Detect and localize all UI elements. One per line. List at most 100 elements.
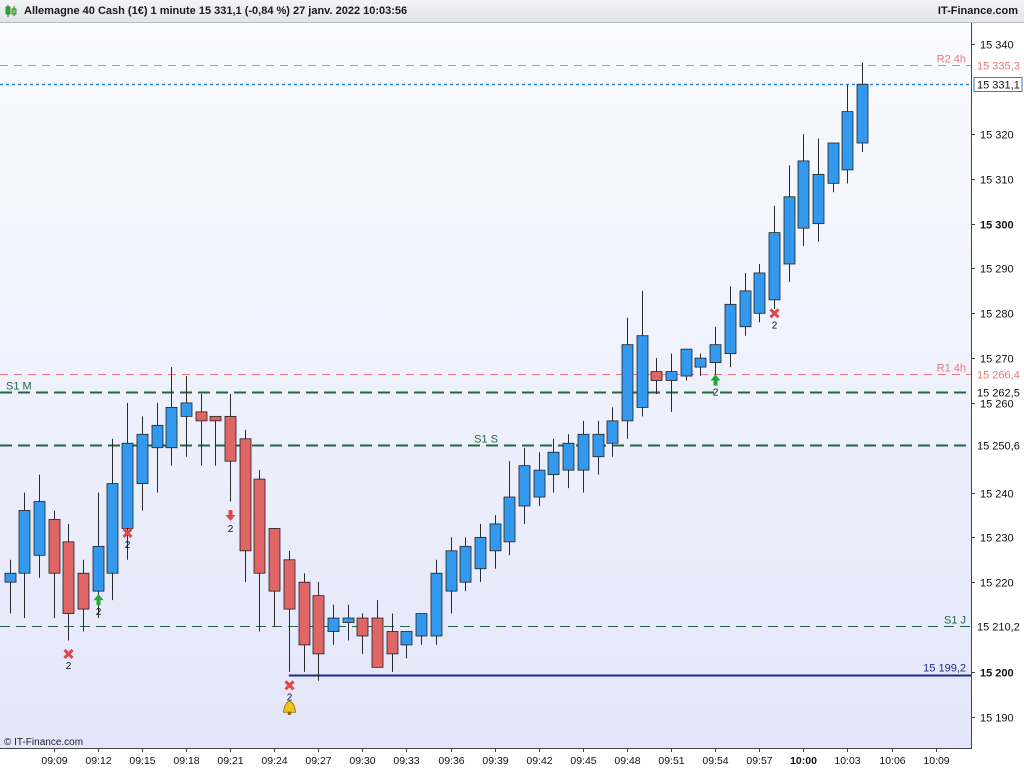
candle bbox=[503, 461, 516, 556]
marker-count-label: 2 bbox=[66, 661, 72, 672]
y-tick-label: 15 290 bbox=[980, 264, 1014, 276]
candle-body bbox=[48, 519, 61, 574]
candle bbox=[636, 290, 649, 417]
candle bbox=[224, 393, 237, 502]
candle bbox=[327, 604, 340, 645]
bell-body bbox=[283, 700, 296, 713]
candle bbox=[753, 264, 766, 323]
x-tick-label: 10:09 bbox=[923, 755, 949, 767]
level-name: S1 M bbox=[6, 381, 32, 393]
cross-stroke bbox=[284, 680, 295, 691]
candle-body bbox=[533, 469, 546, 498]
candle-body bbox=[268, 528, 281, 592]
x-tick-label: 09:36 bbox=[438, 755, 464, 767]
level-badge bbox=[974, 438, 1022, 453]
candle-body bbox=[77, 572, 90, 610]
x-axis: 09:09 09:12 09:15 09:18 09:21 09:24 09:27 09:30… bbox=[41, 748, 950, 767]
candle-body bbox=[709, 344, 722, 363]
candle bbox=[709, 326, 722, 381]
candle-body bbox=[33, 501, 46, 556]
candle bbox=[18, 492, 31, 619]
candlestick-chart-icon bbox=[5, 5, 17, 17]
x-tick-label: 09:21 bbox=[217, 755, 243, 767]
candle bbox=[342, 604, 355, 641]
candle-body bbox=[253, 478, 266, 574]
candle-body bbox=[503, 496, 516, 543]
candle bbox=[768, 205, 781, 309]
candle bbox=[268, 528, 281, 627]
plot-background bbox=[0, 22, 971, 748]
candle-body bbox=[783, 196, 796, 265]
x-tick-label: 09:42 bbox=[526, 755, 552, 767]
candle-body bbox=[327, 617, 340, 632]
candle-body bbox=[209, 415, 222, 422]
candle-body bbox=[665, 371, 678, 381]
candle-body bbox=[121, 442, 134, 529]
x-tick-label: 09:39 bbox=[482, 755, 508, 767]
y-tick-label: 15 270 bbox=[980, 354, 1014, 366]
candle-body bbox=[180, 402, 193, 417]
candle-body bbox=[165, 407, 178, 449]
x-tick-label: 10:03 bbox=[834, 755, 860, 767]
candles-layer bbox=[4, 62, 869, 681]
candle bbox=[797, 134, 810, 247]
candle-body bbox=[371, 617, 384, 668]
candle bbox=[312, 582, 325, 681]
candle bbox=[253, 470, 266, 632]
candle-body bbox=[445, 550, 458, 592]
x-tick-label: 09:30 bbox=[349, 755, 375, 767]
x-tick-label: 09:24 bbox=[261, 755, 287, 767]
candle-body bbox=[459, 545, 472, 583]
x-tick-label: 10:00 bbox=[790, 755, 817, 767]
candle bbox=[547, 438, 560, 493]
candle-body bbox=[739, 290, 752, 328]
candle bbox=[739, 272, 752, 336]
y-tick-label: 15 340 bbox=[980, 40, 1014, 52]
candle-body bbox=[841, 111, 854, 171]
level-badge bbox=[974, 385, 1022, 400]
candle-body bbox=[489, 523, 502, 552]
marker-count-label: 2 bbox=[287, 692, 293, 703]
level-name: S1 S bbox=[474, 434, 498, 446]
candle bbox=[694, 353, 707, 377]
candle-body bbox=[400, 631, 413, 646]
candle-body bbox=[106, 483, 119, 574]
candle bbox=[298, 573, 311, 672]
level-label: 15 250,6 bbox=[977, 441, 1020, 453]
candle-body bbox=[606, 420, 619, 444]
level-label: 15 331,1 bbox=[977, 80, 1020, 92]
candle-body bbox=[283, 559, 296, 610]
sell-cross-icon bbox=[284, 680, 295, 691]
markers-layer: 2 2 2 2 2 2 2 bbox=[63, 308, 780, 716]
candle bbox=[665, 353, 678, 412]
candle-body bbox=[342, 617, 355, 623]
candle bbox=[195, 393, 208, 466]
candle-body bbox=[239, 438, 252, 552]
y-tick-label: 15 230 bbox=[980, 533, 1014, 545]
y-tick-label: 15 200 bbox=[980, 668, 1014, 680]
candle bbox=[33, 474, 46, 578]
sell-cross-icon bbox=[769, 308, 780, 319]
cross-stroke bbox=[63, 648, 74, 659]
candle bbox=[4, 559, 17, 614]
candle bbox=[459, 537, 472, 592]
x-tick-label: 09:27 bbox=[305, 755, 331, 767]
candle-body bbox=[547, 451, 560, 476]
candle bbox=[283, 550, 296, 672]
candle-body bbox=[518, 465, 531, 507]
candle-body bbox=[386, 631, 399, 655]
level-label: 15 210,2 bbox=[977, 622, 1020, 634]
candle bbox=[783, 165, 796, 282]
candle-body bbox=[768, 232, 781, 301]
candle bbox=[650, 358, 663, 394]
candle-body bbox=[753, 272, 766, 314]
candle-body bbox=[415, 613, 428, 637]
y-tick-label: 15 240 bbox=[980, 489, 1014, 501]
marker-count-label: 2 bbox=[96, 607, 102, 618]
arrow-up-icon bbox=[93, 594, 104, 606]
levels-layer: R2 4h 15 335,3 15 331,1 R1 4h 15 266,4 S1 M 15… bbox=[0, 54, 1023, 677]
y-tick-label: 15 280 bbox=[980, 309, 1014, 321]
sell-cross-icon bbox=[63, 648, 74, 659]
